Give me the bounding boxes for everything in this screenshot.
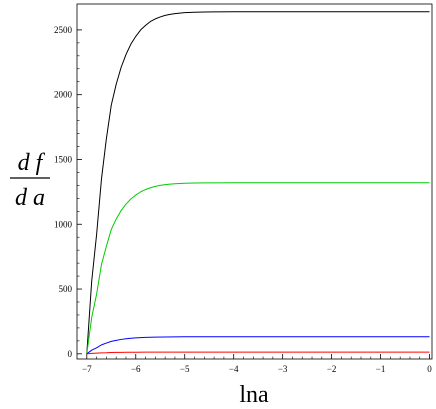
x-tick-label: −1 (376, 364, 386, 374)
y-axis-ticks: 0 500 1000 1500 2000 2500 (54, 25, 82, 359)
y-axis-label-denominator: d a (15, 185, 45, 211)
y-tick-label: 1000 (54, 219, 73, 229)
y-tick-label: 2500 (54, 25, 73, 35)
x-axis-ticks: −7 −6 −5 −4 −3 −2 −1 0 (82, 354, 432, 374)
x-tick-label: 0 (427, 364, 432, 374)
series-line-1 (86, 11, 430, 354)
y-axis-label: d f d a (10, 150, 50, 211)
x-tick-label: −3 (278, 364, 288, 374)
plot-frame (76, 3, 433, 360)
x-tick-label: −4 (229, 364, 239, 374)
series-line-2 (86, 182, 430, 354)
x-tick-label: −5 (180, 364, 190, 374)
series-line-3 (86, 336, 430, 355)
x-tick-label: −7 (82, 364, 92, 374)
x-tick-label: −2 (327, 364, 337, 374)
x-axis-label: lna (239, 382, 269, 408)
series-group (86, 11, 430, 355)
x-tick-label: −6 (131, 364, 141, 374)
y-tick-label: 1500 (54, 154, 73, 164)
y-tick-label: 0 (68, 349, 73, 359)
y-tick-label: 500 (59, 284, 73, 294)
series-line-4 (86, 351, 430, 355)
y-axis-label-numerator: d f (18, 150, 46, 176)
y-tick-label: 2000 (54, 90, 73, 100)
